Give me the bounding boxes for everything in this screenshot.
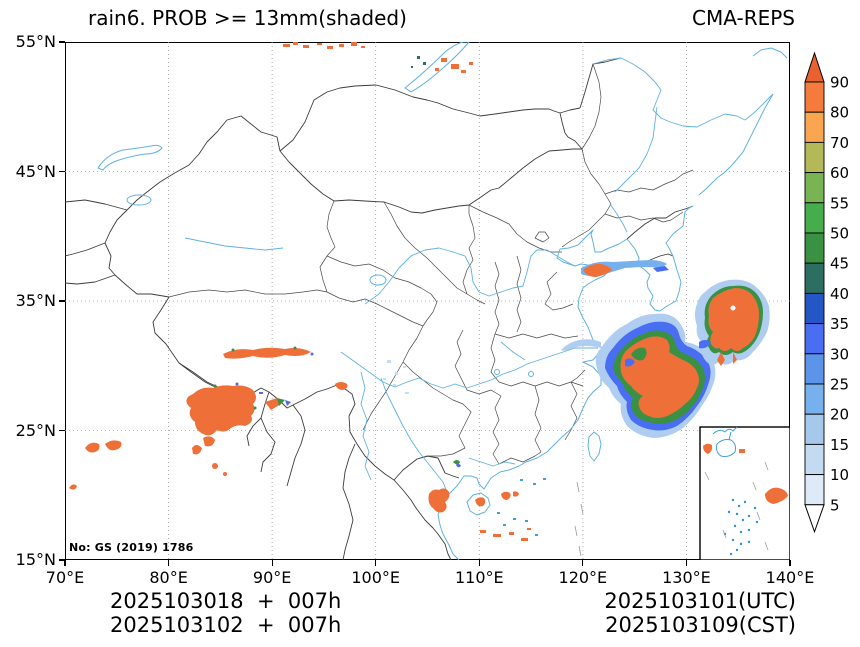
rain-region-shandong	[581, 260, 669, 277]
colorbar-tick-label: 30	[830, 345, 849, 363]
colorbar-segment	[804, 81, 825, 113]
colorbar-segment	[804, 202, 825, 234]
colorbar-segment	[804, 474, 825, 506]
x-tick	[789, 560, 791, 566]
x-tick-label: 120°E	[558, 568, 608, 587]
rivers	[184, 57, 774, 496]
colorbar-tick-label: 60	[830, 164, 849, 182]
colorbar-segment	[804, 111, 825, 143]
x-tick	[167, 560, 170, 566]
colorbar-tick-label: 5	[830, 496, 840, 514]
footer-valid-cst: 2025103109(CST)	[605, 613, 796, 637]
x-tick-label: 80°E	[149, 568, 188, 587]
colorbar-tick-label: 40	[830, 285, 849, 303]
colorbar-tick-label: 15	[830, 436, 849, 454]
colorbar-tick-label: 80	[830, 104, 849, 122]
rain-region-west-patches	[69, 382, 348, 490]
colorbar: 90 80 70 60 55 50 45 40 35 30 25 20 15 10 5	[804, 51, 849, 534]
x-tick	[375, 560, 377, 566]
y-tick	[59, 429, 65, 432]
colorbar-segment	[804, 383, 825, 415]
colorbar-tick-label: 35	[830, 315, 849, 333]
colorbar-tick-label: 20	[830, 406, 849, 424]
y-tick-label: 45°N	[15, 161, 56, 181]
colorbar-tick-label: 50	[830, 225, 849, 243]
colorbar-tick-label: 45	[830, 255, 849, 273]
rain-region-tibet-streak	[223, 346, 314, 359]
colorbar-tick-label: 90	[830, 74, 849, 92]
footer-init-line-1: 2025103018 + 007h	[110, 589, 342, 613]
x-tick-label: 110°E	[454, 568, 504, 587]
colorbar-segment	[804, 292, 825, 325]
x-tick	[271, 560, 273, 566]
country-borders	[65, 57, 694, 560]
model-label: CMA-REPS	[692, 6, 795, 30]
colorbar-arrow-bottom	[804, 504, 825, 534]
y-tick-label: 55°N	[15, 32, 56, 51]
y-tick	[59, 300, 65, 302]
footer-init-line-2: 2025103102 + 007h	[110, 613, 342, 637]
x-tick-label: 100°E	[351, 568, 401, 587]
y-tick-label: 35°N	[15, 291, 56, 310]
x-tick-label: 90°E	[252, 568, 292, 587]
x-tick-label: 130°E	[662, 568, 711, 587]
colorbar-segment	[804, 262, 825, 294]
map-canvas	[65, 42, 790, 560]
seabed-dashes	[574, 481, 584, 557]
x-tick	[64, 560, 66, 566]
colorbar-segment	[804, 413, 825, 445]
x-tick-label: 70°E	[45, 568, 85, 587]
province-borders	[168, 63, 694, 465]
rain-shading	[69, 42, 770, 541]
x-tick	[582, 560, 584, 566]
colorbar-tick-label: 70	[830, 134, 849, 152]
footer-valid-utc: 2025103101(UTC)	[604, 589, 796, 613]
colorbar-tick-label: 25	[830, 376, 849, 394]
license-watermark: No: GS (2019) 1786	[69, 541, 194, 554]
colorbar-segment	[804, 323, 825, 355]
y-tick	[59, 41, 65, 43]
x-tick-label: 140°E	[765, 568, 815, 587]
colorbar-tick-label: 10	[830, 466, 849, 484]
south-china-sea-inset	[699, 426, 790, 560]
gridlines	[65, 42, 790, 560]
rain-region-sichuan-faint	[383, 360, 409, 394]
colorbar-segment	[804, 141, 825, 174]
rain-region-south	[428, 460, 546, 541]
colorbar-tick-label: 55	[830, 194, 849, 212]
rain-region-tibet-blob	[186, 382, 291, 476]
colorbar-segment	[804, 232, 825, 264]
coastlines	[437, 47, 788, 560]
colorbar-segment	[804, 172, 825, 204]
page-title: rain6. PROB >= 13mm(shaded)	[88, 6, 407, 30]
y-tick-label: 25°N	[15, 420, 56, 440]
colorbar-segment	[804, 443, 825, 476]
y-tick	[59, 170, 65, 173]
rain-region-north-speckles	[283, 42, 473, 73]
colorbar-arrow-top	[804, 51, 825, 83]
x-tick	[685, 560, 688, 566]
y-tick	[59, 559, 65, 561]
lakes	[97, 42, 534, 377]
colorbar-segment	[804, 353, 825, 385]
x-tick	[478, 560, 480, 566]
rain-region-east-china-sea	[561, 279, 770, 438]
y-tick-label: 15°N	[15, 550, 56, 569]
